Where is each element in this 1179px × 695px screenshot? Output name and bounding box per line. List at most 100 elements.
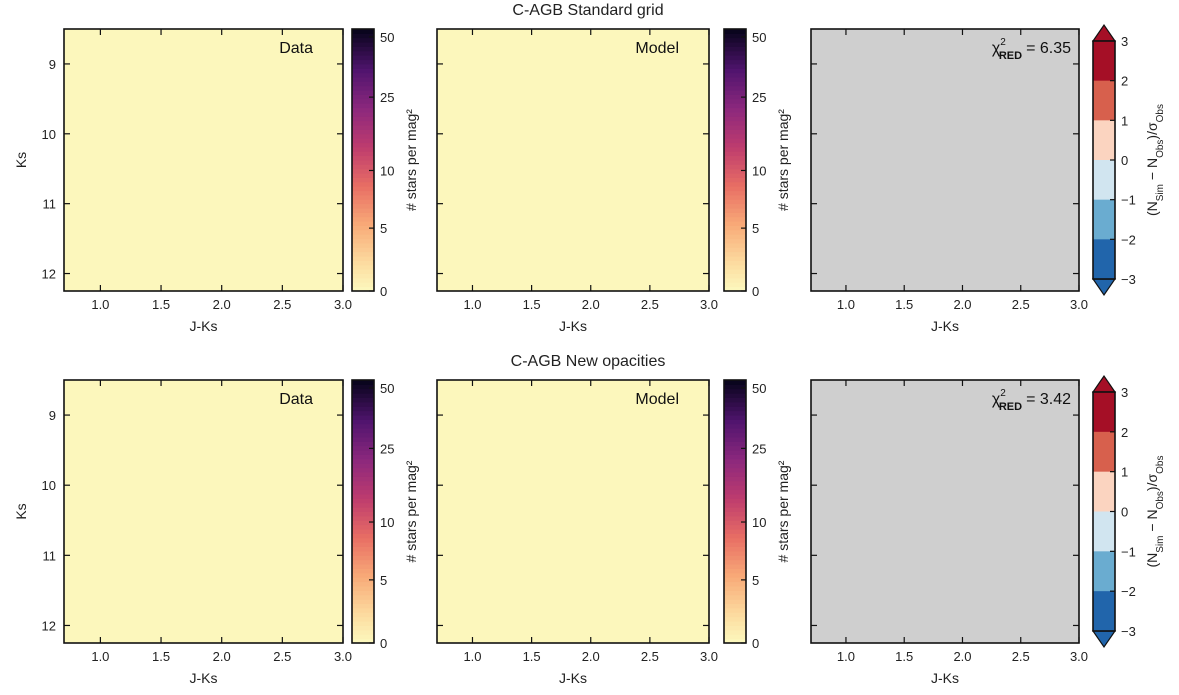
r2-data-colorbar-step <box>352 625 374 631</box>
r2-data-frame <box>63 379 344 644</box>
r1-data-colorbar-tick-label: 50 <box>380 30 394 45</box>
r1-model-background <box>437 29 709 291</box>
r1-data-colorbar-step <box>352 107 374 113</box>
r2-residual-xlabel: J-Ks <box>931 670 959 686</box>
r2-data-colorbar-step <box>352 410 374 416</box>
r2-model-colorbar-step <box>724 428 746 434</box>
r2-residual-xtick-label: 3.0 <box>1070 649 1088 664</box>
r1-residual-colorbar-step <box>1093 120 1115 161</box>
r2-model-colorbar-step <box>724 393 746 399</box>
r1-model-colorbar-step <box>724 98 746 104</box>
r1-data-colorbar-step <box>352 238 374 244</box>
r1-model-xlabel: J-Ks <box>559 318 587 334</box>
r2-model-colorbar-step <box>724 397 746 403</box>
r2-data-xtick-label: 1.0 <box>91 649 109 664</box>
r1-residual-xlabel: J-Ks <box>931 318 959 334</box>
r1-model-colorbar-step <box>724 190 746 196</box>
r2-residual-xtick-label: 2.0 <box>953 649 971 664</box>
row-title-bottom: C-AGB New opacities <box>511 353 666 370</box>
r2-model-colorbar-frame <box>723 379 747 644</box>
r1-data-ytick-label: 9 <box>49 57 56 72</box>
r1-data-colorbar-step <box>352 212 374 218</box>
r2-model-colorbar-step <box>724 550 746 556</box>
r2-data-ytick-label: 12 <box>42 618 56 633</box>
r2-residual-chi2-label: χ2 RED = 3.42 <box>992 388 1071 413</box>
r1-model-label: Model <box>635 40 679 57</box>
r2-model-colorbar-step <box>724 590 746 596</box>
r2-data-background <box>64 380 343 643</box>
r1-data-colorbar-step <box>352 173 374 178</box>
r2-residual-colorbar-step <box>1093 591 1115 632</box>
r1-model-colorbar-step <box>724 103 746 109</box>
r1-data-colorbar-frame <box>351 28 375 292</box>
r2-residual-colorbar-step <box>1093 471 1115 512</box>
r2-model-colorbar-step <box>724 507 746 512</box>
r1-model-colorbar-step <box>724 125 746 130</box>
r1-data-ylabel: Ks <box>13 152 29 168</box>
r2-model-colorbar-step <box>724 498 746 504</box>
r2-data-colorbar-step <box>352 397 374 403</box>
r2-data-colorbar-step <box>352 612 374 618</box>
r2-data-colorbar-step <box>352 401 374 407</box>
r1-data-colorbar-label: # stars per mag² <box>403 109 419 211</box>
r2-data-colorbar-step <box>352 450 374 456</box>
r1-data-colorbar-step <box>352 142 374 148</box>
r2-data-label: Data <box>279 391 313 408</box>
r1-data-xtick-label: 1.5 <box>152 297 170 312</box>
r2-model-colorbar-step <box>724 607 746 613</box>
r1-model-colorbar-step <box>724 186 746 192</box>
r2-model-colorbar-step <box>724 559 746 565</box>
r1-model-colorbar-step <box>724 173 746 178</box>
r1-data-colorbar-tick-label: 25 <box>380 90 394 105</box>
r2-model-colorbar-step <box>724 529 746 534</box>
r2-data-colorbar-frame <box>351 379 375 644</box>
r1-data-colorbar-step <box>352 221 374 226</box>
r1-model-colorbar-step <box>724 116 746 122</box>
r1-residual-xtick-label: 1.5 <box>895 297 913 312</box>
r2-data-colorbar-step <box>352 458 374 464</box>
r1-data-panel: 1.0 1.5 2.0 2.5 3.0 9 10 11 12 Ks J-Ks Data 0 5 10 25 50… <box>13 28 419 334</box>
r1-model-colorbar-step <box>724 199 746 205</box>
r1-model-colorbar-step <box>724 94 746 100</box>
r2-model-colorbar-step <box>724 502 746 508</box>
r2-residual-xtick-label: 1.5 <box>895 649 913 664</box>
r2-residual-background <box>811 380 1079 643</box>
r1-model-colorbar-step <box>724 107 746 113</box>
r2-model-colorbar-step <box>724 467 746 473</box>
r1-residual-colorbar-tick-label: 0 <box>1121 153 1128 168</box>
r1-model-colorbar-step <box>724 238 746 244</box>
r2-data-colorbar-step <box>352 428 374 434</box>
r2-data-colorbar-step <box>352 550 374 556</box>
r1-model-colorbar-tick-label: 10 <box>752 163 766 178</box>
r1-data-xlabel: J-Ks <box>190 318 218 334</box>
r2-data-colorbar-step <box>352 599 374 605</box>
r1-data-colorbar-step <box>352 203 374 209</box>
r2-residual-panel: 1.0 1.5 2.0 2.5 3.0 J-Ks χ2 RED = 3.42 3 2 1 0 −1 −2 −3… <box>810 374 1166 686</box>
r1-model-colorbar-step <box>724 269 746 275</box>
r1-model-colorbar-step <box>724 120 746 126</box>
r2-model-colorbar-step <box>724 520 746 526</box>
r1-residual-xtick-label: 2.0 <box>953 297 971 312</box>
r1-model-colorbar-step <box>724 221 746 226</box>
r1-data-colorbar-step <box>352 50 374 56</box>
r1-data-xtick-label: 2.5 <box>273 297 291 312</box>
r1-data-colorbar-step <box>352 120 374 126</box>
r1-model-colorbar-step <box>724 194 746 200</box>
r1-data-colorbar-step <box>352 133 374 139</box>
r1-data-ytick-label: 12 <box>42 267 56 282</box>
r2-data-colorbar-step <box>352 445 374 451</box>
r1-model-colorbar-step <box>724 225 746 231</box>
r2-residual-colorbar-label: (NSim − NObs)/σObs <box>1144 456 1166 568</box>
r1-data-colorbar-step <box>352 72 374 78</box>
r2-model-colorbar-step <box>724 572 746 578</box>
r1-residual-panel: 1.0 1.5 2.0 2.5 3.0 J-Ks χ2 RED = 6.35 3 2 1 0 −1 −2 −3… <box>810 23 1166 334</box>
r1-model-colorbar-step <box>724 234 746 240</box>
r2-model-colorbar-step <box>724 463 746 469</box>
r1-model-colorbar-step <box>724 142 746 148</box>
r1-model-colorbar-step <box>724 50 746 56</box>
r2-residual-colorbar-tick-label: 0 <box>1121 505 1128 520</box>
r1-data-colorbar-step <box>352 151 374 157</box>
r1-model-colorbar-step <box>724 146 746 152</box>
r2-residual-colorbar-tick-label: −3 <box>1121 624 1136 639</box>
